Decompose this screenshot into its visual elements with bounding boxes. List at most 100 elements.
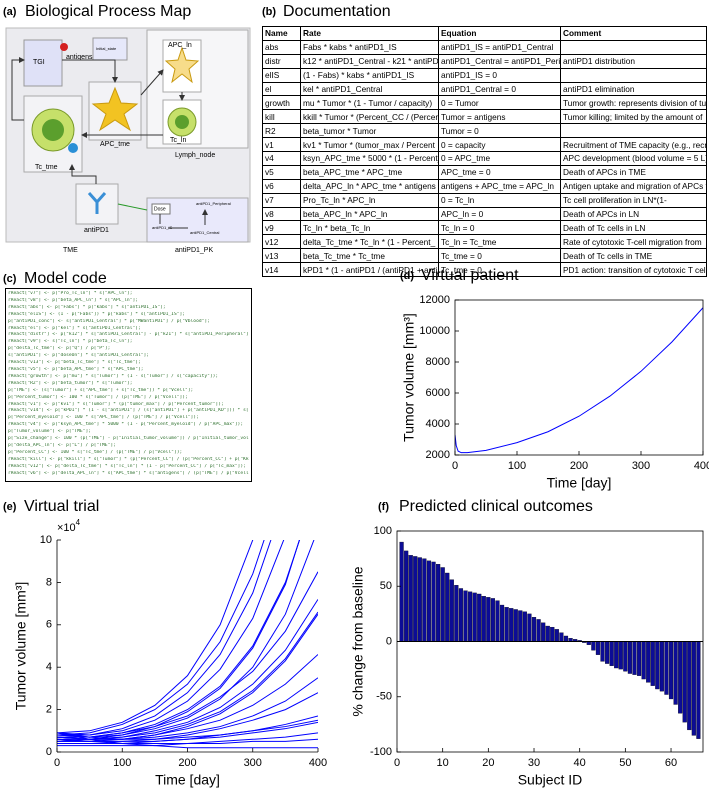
- x-tick-label: 400: [309, 757, 327, 769]
- bar: [682, 641, 687, 723]
- y-axis-label: Tumor volume [mm³]: [13, 582, 29, 711]
- table-cell: Rate of cytotoxic T-cell migration from: [560, 234, 707, 250]
- x-tick-label: 200: [178, 757, 196, 769]
- bar: [691, 641, 696, 736]
- data-line: [455, 307, 703, 454]
- bar: [431, 561, 436, 642]
- cell-nucleus: [175, 115, 189, 129]
- y-tick-label: 0: [46, 746, 52, 758]
- table-cell: Fabs * kabs * antiPD1_IS: [300, 39, 439, 55]
- code-line: p["Tumor_volume"] <- p["TME"];: [8, 429, 91, 435]
- data-line: [57, 540, 272, 736]
- y-tick-label: 4000: [426, 418, 450, 430]
- table-cell: growth: [262, 95, 301, 111]
- plot-area: [399, 541, 701, 739]
- axis-multiplier: ×104: [57, 518, 81, 534]
- multiplier-exponent: 4: [76, 518, 81, 527]
- table-cell: antigens + APC_tme = APC_ln: [438, 178, 561, 194]
- table-cell: Pro_Tc_ln * APC_ln: [300, 192, 439, 208]
- code-line: rReact["el"] <- p["kel"] * s["antiPD1_Ce…: [8, 325, 141, 331]
- node-label: APC_ln: [168, 42, 192, 49]
- code-line: rReact["v8"] <- p["beta_APC_ln"] * s["AP…: [8, 297, 138, 303]
- bar: [422, 558, 427, 642]
- table-cell: v5: [262, 164, 301, 180]
- table-header: Name Rate Equation Comment: [262, 26, 707, 41]
- bar: [614, 641, 619, 669]
- table-cell: Tc cell proliferation in LN*(1-: [560, 192, 707, 208]
- table-cell: beta_APC_ln * APC_ln: [300, 206, 439, 222]
- y-tick-label: 6000: [426, 387, 450, 399]
- table-cell: antiPD1 elimination: [560, 81, 707, 97]
- panel-title: Model code: [24, 270, 107, 287]
- code-line: p["delta_Tc_tme"] <- p["Q"] / p["P"];: [8, 346, 111, 352]
- bar: [591, 641, 596, 651]
- table-cell: Tumor killing; limited by the amount of: [560, 109, 707, 125]
- bar: [445, 572, 450, 642]
- tgi-box: [23, 39, 63, 87]
- y-tick-label: 50: [380, 580, 392, 592]
- table-row: R2 beta_tumor * Tumor Tumor = 0: [262, 123, 707, 139]
- bar: [655, 641, 660, 690]
- link: [117, 203, 148, 211]
- process-map: TGI Initial_state antigens Tc_tme APC_tm…: [5, 27, 251, 254]
- multiplier-base: ×10: [57, 522, 76, 534]
- x-tick-label: 0: [54, 757, 60, 769]
- code-line: p["Percent_myeloid"] <- 100 * s["APC_tme…: [8, 415, 199, 421]
- y-tick-label: 2000: [426, 449, 450, 461]
- pk-arrow: [159, 210, 205, 229]
- bar: [440, 567, 445, 642]
- code-line: rReact["v13"] <- p["beta_Tc_tme"] * s["T…: [8, 360, 141, 366]
- table-cell: elIS: [262, 67, 301, 83]
- bar: [668, 641, 674, 700]
- node-label: antiPD1: [84, 227, 109, 234]
- node-label: antiPD1_Peripheral: [196, 201, 231, 206]
- panel-label: (e): [3, 501, 17, 513]
- table-row: distr k12 * antiPD1_Central - k21 * antiP…: [262, 53, 707, 69]
- apc-icon: [164, 46, 200, 84]
- table-cell: Antigen uptake and migration of APCs to: [560, 178, 707, 194]
- data-line: [57, 571, 318, 738]
- table-cell: PD1 action: transition of cytotoxic T ce…: [560, 262, 707, 278]
- table-cell: antiPD1_IS = 0: [438, 67, 561, 83]
- code-line: rReact["v6"] <- p["delta_APC_ln"] * s["A…: [8, 470, 249, 476]
- bar: [499, 604, 505, 642]
- table-row: v8 beta_APC_ln * APC_ln APC_ln = 0 Death of…: [262, 206, 707, 222]
- x-tick-label: 300: [632, 460, 650, 472]
- data-line: [57, 540, 254, 734]
- data-line: [57, 677, 318, 740]
- compartment-label: TME: [63, 247, 78, 254]
- x-tick-label: 400: [694, 460, 709, 472]
- table-cell: v9: [262, 220, 301, 236]
- bar: [636, 641, 642, 676]
- x-tick-label: 300: [244, 757, 262, 769]
- node-label: Tc_tme: [35, 164, 58, 171]
- table-cell: distr: [262, 53, 301, 69]
- code-line: rReact["kill"] <- p["kkill"] * s["Tumor"…: [8, 456, 249, 462]
- table-row: abs Fabs * kabs * antiPD1_IS antiPD1_IS = …: [262, 39, 707, 55]
- table-cell: v14: [262, 262, 301, 278]
- table-cell: Tc_ln * beta_Tc_ln: [300, 220, 439, 236]
- data-line: [57, 540, 300, 742]
- y-tick-label: 0: [386, 635, 392, 647]
- table-cell: Death of Tc cells in LN: [560, 220, 707, 236]
- node-label: Tc_ln: [170, 137, 186, 144]
- axes-frame: [454, 299, 704, 456]
- table-cell: kPD1 * (1 - antiPD1 / (antiPD1 + antiP: [300, 262, 439, 278]
- table-cell: v1: [262, 137, 301, 153]
- bar: [687, 641, 692, 731]
- table-cell: Tumor = antigens: [438, 109, 561, 125]
- x-tick-label: 10: [437, 757, 449, 769]
- table-row: v14 kPD1 * (1 - antiPD1 / (antiPD1 + anti…: [262, 262, 707, 278]
- table-cell: 0 = Tumor: [438, 95, 561, 111]
- bar: [504, 607, 509, 642]
- bar: [545, 625, 550, 642]
- x-tick-label: 100: [508, 460, 526, 472]
- bar: [650, 641, 655, 686]
- y-tick-label: 2: [46, 704, 52, 716]
- bar: [531, 617, 537, 642]
- x-tick-label: 20: [482, 757, 494, 769]
- table-cell: v6: [262, 178, 301, 194]
- table-cell: v12: [262, 234, 301, 250]
